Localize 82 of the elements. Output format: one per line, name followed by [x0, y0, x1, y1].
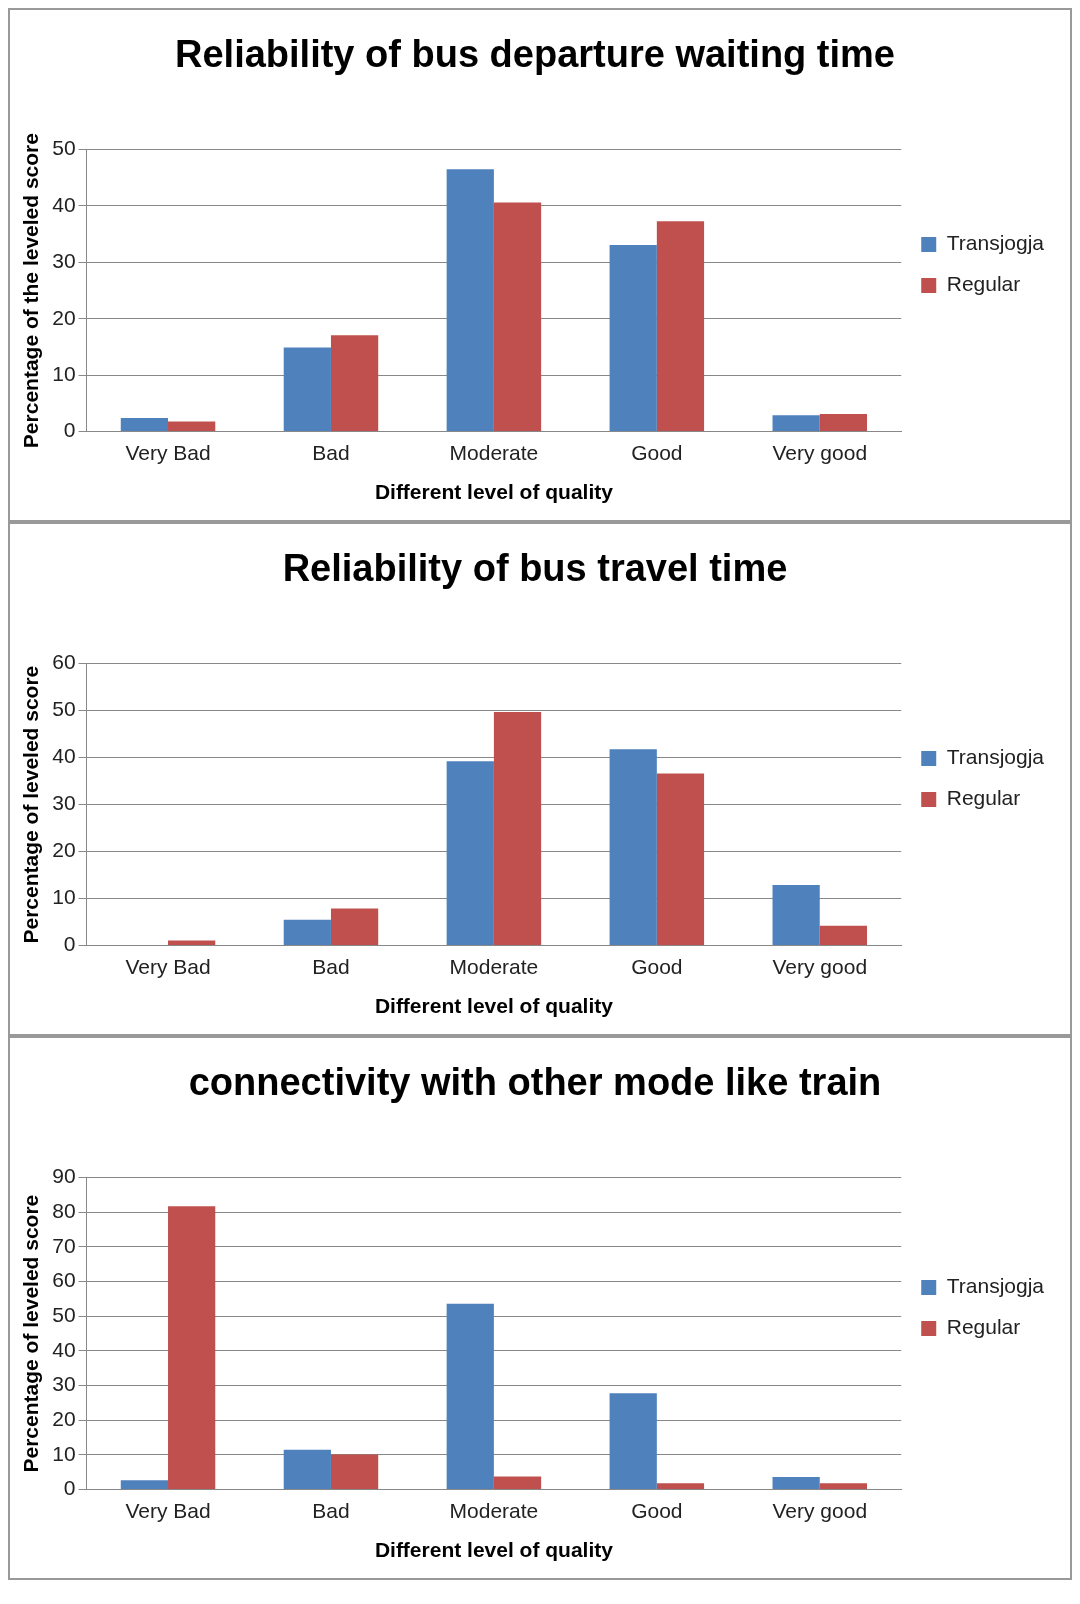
y-tick-label: 30: [52, 249, 76, 273]
x-tick-label: Very Bad: [125, 441, 211, 464]
chart-title: Reliability of bus departure waiting time: [175, 33, 895, 76]
x-axis-title: Different level of quality: [374, 994, 614, 1018]
bar: [168, 940, 216, 946]
bar: [772, 884, 820, 946]
y-tick-label: 0: [63, 932, 76, 956]
bar: [493, 202, 542, 432]
x-tick-label: Moderate: [449, 1499, 539, 1522]
x-tick-label: Bad: [312, 441, 350, 464]
bar: [656, 221, 705, 432]
legend-label: Transjogja: [946, 745, 1045, 769]
x-tick-label: Good: [631, 441, 683, 464]
y-tick-label: 20: [52, 1407, 76, 1431]
legend-label: Regular: [946, 786, 1021, 810]
bar: [283, 347, 331, 432]
bar: [819, 925, 868, 946]
y-tick-label: 40: [52, 192, 76, 216]
bar: [656, 1483, 705, 1490]
y-tick-label: 10: [52, 1441, 76, 1465]
bar: [446, 1303, 494, 1490]
bar: [819, 414, 868, 432]
y-tick-label: 60: [52, 1268, 76, 1292]
legend-label: Transjogja: [946, 1274, 1045, 1298]
x-tick-label: Very good: [772, 955, 868, 978]
y-tick-label: 50: [52, 136, 76, 160]
y-tick-label: 30: [52, 1372, 76, 1396]
bar: [609, 244, 657, 432]
bar: [330, 335, 379, 432]
y-tick-label: 0: [63, 1476, 76, 1500]
y-tick-label: 40: [52, 744, 76, 768]
legend-label: Regular: [946, 1315, 1021, 1339]
chart-title: connectivity with other mode like train: [188, 1061, 882, 1104]
x-tick-label: Good: [631, 1499, 683, 1522]
y-axis-title: Percentage of leveled score: [19, 1194, 43, 1473]
x-axis-title: Different level of quality: [374, 1538, 614, 1562]
bar: [283, 1449, 331, 1490]
y-tick-label: 10: [52, 885, 76, 909]
x-tick-label: Bad: [312, 955, 350, 978]
y-tick-label: 60: [52, 650, 76, 674]
y-tick-label: 40: [52, 1337, 76, 1361]
bar: [446, 169, 494, 432]
bar: [120, 418, 169, 432]
legend-label: Regular: [946, 272, 1021, 296]
y-tick-label: 80: [52, 1199, 76, 1223]
y-axis-title: Percentage of leveled score: [19, 665, 43, 944]
x-tick-label: Moderate: [449, 441, 539, 464]
y-tick-label: 90: [52, 1164, 76, 1188]
bar: [609, 1393, 657, 1490]
y-tick-label: 30: [52, 791, 76, 815]
bar: [120, 1480, 169, 1490]
bar: [330, 908, 379, 946]
chart-title: Reliability of bus travel time: [282, 547, 788, 590]
y-tick-label: 20: [52, 305, 76, 329]
x-tick-label: Good: [631, 955, 683, 978]
bar: [493, 712, 542, 946]
y-tick-label: 50: [52, 1303, 76, 1327]
legend-label: Transjogja: [946, 231, 1045, 255]
x-tick-label: Very good: [772, 441, 868, 464]
bar: [330, 1454, 379, 1490]
x-axis-title: Different level of quality: [374, 480, 614, 504]
bar: [609, 749, 657, 946]
x-tick-label: Very good: [772, 1499, 868, 1522]
x-tick-label: Very Bad: [125, 1499, 211, 1522]
x-tick-label: Very Bad: [125, 955, 211, 978]
y-tick-label: 0: [63, 418, 76, 442]
bar: [656, 773, 705, 946]
bar: [168, 421, 216, 432]
y-tick-label: 70: [52, 1233, 76, 1257]
x-tick-label: Moderate: [449, 955, 539, 978]
bar: [493, 1476, 542, 1490]
bar: [168, 1206, 216, 1490]
bar: [446, 761, 494, 946]
x-tick-label: Bad: [312, 1499, 350, 1522]
bar: [772, 415, 820, 432]
y-tick-label: 50: [52, 697, 76, 721]
y-tick-label: 10: [52, 362, 76, 385]
bar: [283, 919, 331, 946]
bar: [772, 1477, 820, 1490]
y-tick-label: 20: [52, 838, 76, 862]
y-axis-title: Percentage of the leveled score: [19, 133, 43, 449]
bar: [819, 1483, 868, 1490]
